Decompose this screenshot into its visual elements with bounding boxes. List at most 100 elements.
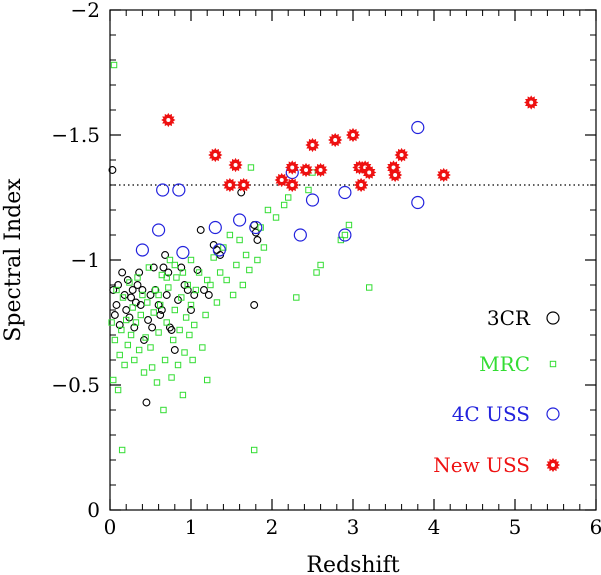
data-point [204, 291, 213, 299]
data-point [394, 147, 409, 163]
data-point [187, 256, 195, 264]
data-point [181, 349, 188, 356]
data-point [110, 311, 119, 319]
x-tick-label: 0 [104, 515, 117, 539]
y-tick-label: −1 [71, 248, 100, 272]
data-point [213, 299, 221, 306]
data-point [155, 291, 162, 299]
data-point [135, 346, 143, 354]
data-point [226, 231, 234, 239]
data-point [170, 346, 179, 354]
legend: 3CR MRC 4C USS New USS [433, 306, 561, 477]
data-point [114, 281, 123, 289]
data-point [233, 261, 240, 269]
data-point [293, 294, 300, 301]
data-point [253, 236, 262, 244]
data-point [285, 177, 300, 193]
data-point [207, 281, 214, 289]
data-point [133, 281, 142, 289]
data-point [196, 226, 205, 234]
data-point [132, 319, 140, 326]
data-point [110, 376, 117, 384]
data-point [124, 341, 132, 349]
data-point [228, 157, 243, 173]
data-point [272, 214, 280, 221]
data-point [305, 137, 320, 153]
data-point [151, 286, 160, 294]
data-point [328, 132, 343, 148]
data-point [236, 177, 251, 193]
data-point [127, 331, 135, 339]
legend-label: New USS [433, 453, 530, 477]
y-axis-title: Spectral Index [1, 178, 26, 342]
data-point [118, 446, 126, 454]
series-layer [108, 61, 539, 454]
data-point [524, 95, 539, 110]
data-point [108, 166, 117, 174]
data-point [148, 364, 156, 371]
data-point [145, 264, 153, 271]
data-point [305, 193, 320, 207]
data-point [208, 220, 222, 235]
data-point [129, 304, 136, 311]
data-point [131, 298, 140, 307]
data-point [130, 323, 139, 332]
data-point [190, 291, 199, 299]
data-point [152, 286, 159, 294]
data-point [150, 309, 157, 316]
data-point [222, 177, 237, 193]
data-point [182, 314, 190, 321]
data-point [179, 391, 187, 399]
data-point [179, 269, 187, 276]
data-point [242, 251, 250, 259]
data-point [113, 286, 120, 294]
data-point [172, 183, 186, 197]
data-point [338, 185, 352, 200]
data-point [162, 291, 171, 299]
data-point [147, 344, 154, 351]
data-point [216, 269, 224, 276]
data-point [163, 274, 170, 281]
y-tick-label: −0.5 [51, 373, 100, 397]
legend-marker [549, 360, 557, 368]
data-point [362, 165, 377, 180]
x-tick-label: 4 [428, 515, 441, 539]
data-point [186, 331, 193, 339]
data-point [121, 361, 128, 369]
data-point [317, 261, 324, 269]
data-point [142, 334, 149, 341]
data-point [212, 246, 221, 254]
data-point [114, 386, 122, 394]
series-4c-uss [135, 120, 425, 260]
data-point [168, 374, 175, 381]
data-point [149, 263, 158, 272]
data-point [192, 286, 200, 294]
data-point [250, 301, 259, 309]
data-point [204, 376, 211, 384]
data-point [148, 323, 157, 332]
data-point [174, 361, 182, 369]
data-point [119, 294, 127, 301]
x-axis-title: Redshift [306, 553, 399, 575]
data-point [122, 306, 131, 314]
data-point [157, 301, 164, 309]
x-tick-label: 2 [266, 515, 279, 539]
data-point [223, 276, 230, 284]
data-point [191, 321, 198, 329]
data-point [152, 223, 166, 237]
data-point [135, 243, 149, 257]
data-point [388, 167, 403, 183]
data-point [161, 251, 170, 259]
data-point [160, 406, 167, 414]
data-point [138, 286, 147, 294]
legend-label: MRC [479, 352, 530, 376]
data-point [280, 201, 288, 209]
data-point [111, 336, 119, 344]
data-point [165, 284, 172, 291]
data-point [345, 127, 361, 143]
data-point [187, 306, 195, 314]
data-point [127, 293, 136, 302]
series-mrc [108, 61, 373, 454]
data-point [144, 299, 151, 306]
